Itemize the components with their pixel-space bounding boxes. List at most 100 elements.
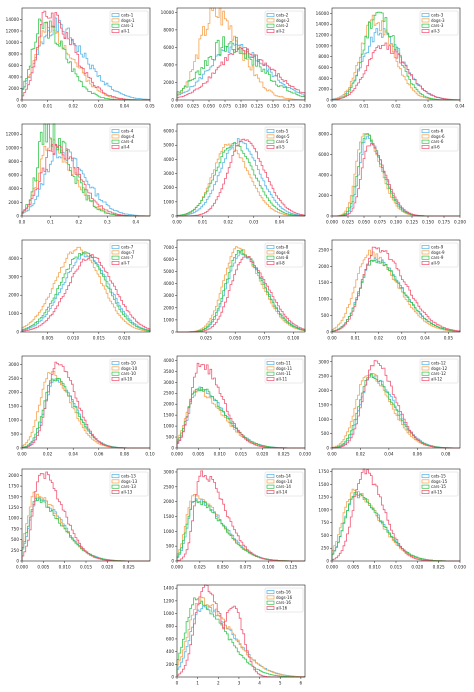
legend-box: [264, 10, 304, 36]
x-tick-label: 0.03: [423, 104, 433, 109]
series-line-cars-15: [331, 491, 460, 562]
x-tick-label: 0.000: [171, 565, 183, 570]
legend-label: dogs-11: [276, 366, 293, 371]
y-tick-label: 0: [326, 446, 329, 451]
legend-label: dogs-4: [121, 134, 135, 139]
legend-label: cats-12: [431, 361, 446, 366]
legend-swatch-dogs-8: [266, 250, 275, 255]
x-tick-label: 6: [300, 681, 303, 686]
x-tick-label: 0.02: [224, 220, 234, 225]
legend-label: cars-6: [431, 139, 444, 144]
x-tick-label: 0.000: [326, 220, 338, 225]
legend-swatch-dogs-2: [266, 18, 275, 23]
x-tick-label: 0.150: [422, 220, 434, 225]
legend-label: cats-7: [121, 245, 134, 250]
x-tick-label: 0.005: [347, 565, 359, 570]
x-tick-label: 0.175: [438, 220, 450, 225]
legend-swatch-cats-4: [111, 129, 120, 134]
x-tick-label: 0.00: [17, 452, 27, 457]
series-line-cars-14: [176, 499, 305, 562]
legend-swatch-cars-10: [111, 371, 120, 376]
series-line-all-14: [176, 470, 305, 562]
y-tick-label: 500: [166, 544, 174, 549]
y-tick-label: 8000: [318, 132, 329, 137]
legend-label: all-5: [276, 144, 285, 149]
legend-label: dogs-13: [121, 479, 138, 484]
y-tick-label: 16000: [316, 11, 330, 16]
x-tick-label: 0.00: [172, 220, 182, 225]
legend-box: [419, 242, 459, 268]
legend-box: [109, 126, 149, 152]
y-tick-label: 0: [171, 446, 174, 451]
legend-swatch-all-12: [421, 377, 430, 381]
x-tick-label: 0.02: [391, 104, 401, 109]
series-line-all-8: [177, 256, 306, 333]
legend-label: all-7: [121, 260, 130, 265]
legend-swatch-dogs-16: [266, 595, 275, 600]
x-tick-label: 0.020: [118, 336, 130, 341]
legend-swatch-cars-15: [421, 484, 430, 489]
x-tick-label: 0.010: [214, 452, 226, 457]
legend-label: cats-8: [276, 245, 289, 250]
y-tick-label: 3000: [163, 469, 174, 474]
y-tick-label: 1000: [163, 424, 174, 429]
y-tick-label: 2000: [318, 388, 329, 393]
legend-swatch-all-14: [266, 490, 275, 494]
series-line-cats-15: [331, 493, 460, 562]
x-tick-label: 0.06: [413, 452, 423, 457]
x-tick-label: 0.050: [203, 104, 215, 109]
legend-swatch-all-10: [111, 377, 120, 381]
legend-label: cats-10: [121, 361, 136, 366]
x-tick-label: 0.4: [132, 220, 139, 225]
y-tick-label: 600: [166, 636, 174, 641]
y-tick-label: 3000: [318, 359, 329, 364]
series-line-cars-4: [21, 123, 150, 217]
x-tick-label: 0.04: [455, 104, 465, 109]
y-tick-label: 500: [11, 432, 19, 437]
legend-label: cars-9: [431, 255, 444, 260]
x-tick-label: 0.025: [433, 565, 445, 570]
y-tick-label: 5000: [163, 143, 174, 148]
y-tick-label: 1000: [8, 516, 19, 521]
chart-panel-6: 0.000 0.025 0.050 0.075 0.100 0.125 0.150 0.175…: [318, 123, 466, 225]
y-tick-label: 1250: [8, 505, 19, 510]
series-line-cats-1: [21, 17, 151, 100]
chart-panel-4: 0.0 0.1 0.2 0.3 0.4 0 2000 4000 6000 8000 10000 120…: [6, 123, 151, 225]
y-tick-label: 2500: [318, 247, 329, 252]
y-tick-label: 2000: [318, 87, 329, 92]
x-tick-label: 0.025: [200, 336, 212, 341]
y-tick-label: 250: [11, 548, 19, 553]
chart-panel-3: 0.00 0.01 0.02 0.03 0.04 0 2000 4000 6000 8000 100…: [316, 7, 465, 109]
legend-box: [109, 242, 149, 268]
x-tick-label: 0.01: [359, 104, 369, 109]
x-tick-label: 0.020: [256, 452, 268, 457]
y-tick-label: 400: [166, 649, 174, 654]
y-tick-label: 1500: [8, 494, 19, 499]
legend-label: all-13: [121, 489, 133, 494]
legend-label: all-3: [431, 28, 440, 33]
x-tick-label: 0.025: [187, 104, 199, 109]
legend-swatch-cats-12: [421, 361, 430, 366]
x-tick-label: 0.050: [229, 336, 241, 341]
x-tick-label: 0.005: [42, 336, 54, 341]
series-line-all-12: [331, 360, 460, 449]
chart-panel-7: 0.005 0.010 0.015 0.020 0 1000 2000 3000 4000 cat…: [8, 239, 151, 341]
x-tick-label: 0.08: [120, 452, 130, 457]
legend-label: cats-11: [276, 361, 291, 366]
legend-swatch-all-4: [111, 145, 120, 149]
y-tick-label: 0: [16, 98, 19, 103]
legend-label: dogs-12: [431, 366, 448, 371]
y-tick-label: 1000: [318, 507, 329, 512]
legend-swatch-cars-14: [266, 484, 275, 489]
legend-label: cats-9: [431, 245, 444, 250]
legend-swatch-cars-5: [266, 139, 275, 144]
y-tick-label: 1400: [163, 586, 174, 591]
chart-panel-13: 0.000 0.005 0.010 0.015 0.020 0.025 0 250 500 750…: [8, 468, 151, 570]
legend-swatch-cars-6: [421, 139, 430, 144]
legend-label: cars-16: [276, 600, 291, 605]
